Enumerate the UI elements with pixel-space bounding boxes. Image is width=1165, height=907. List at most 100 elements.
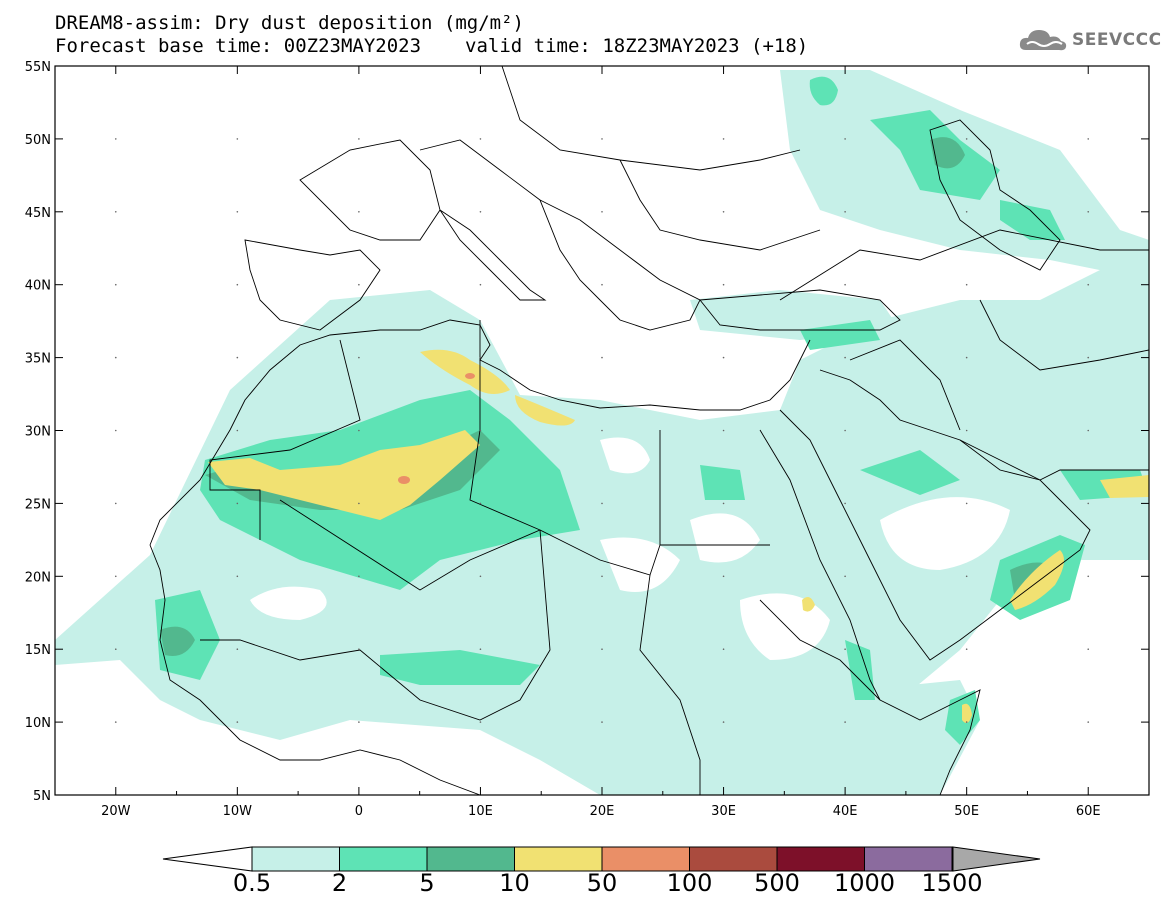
grid-dot [965,356,968,359]
lat-label: 20N [25,570,51,585]
grid-dot [601,429,603,432]
grid-dot [965,211,968,213]
grid-dot [722,575,725,578]
grid-dot [844,575,846,578]
grid-dot [1087,721,1090,723]
lat-label: 35N [25,352,51,367]
lat-label: 5N [33,789,51,804]
latitude-axis: 55N 50N 45N 40N 35N 30N 25N 20N 15N 10N 5N [25,60,1149,804]
grid-dot [236,283,239,286]
grid-dot [722,356,725,359]
colorbar-segment [601,846,690,872]
longitude-axis: 20W 10W 0 10E 20E 30E 40E 50E 60E [54,66,1150,819]
grid-dot [844,502,846,505]
colorbar-label: 2 [331,869,348,897]
lat-label: 55N [25,60,51,75]
grid-dot [1087,211,1090,213]
lon-label: 10W [223,804,253,819]
valid-time: valid time: 18Z23MAY2023 (+18) [465,35,809,57]
grid-dot [114,502,117,505]
lon-label: 0 [355,804,363,819]
grid-dot [114,721,117,723]
lon-label: 20E [590,804,615,819]
colorbar-low-arrow [162,846,253,872]
grid-dot [236,502,239,505]
colorbar-high-arrow [952,846,1041,872]
colorbar-label: 1500 [921,869,983,897]
grid-dot [479,502,482,505]
grid-dot [236,575,239,578]
colorbar-label: 100 [666,869,713,897]
lon-label: 50E [954,804,979,819]
colorbar-segment [864,846,953,872]
grid-dot [236,356,239,359]
grid-dot [601,575,603,578]
colorbar [162,846,1041,872]
grid-dot [965,575,968,578]
colorbar-label: 5 [419,869,435,897]
grid-dot [965,283,968,286]
grid-dot [965,648,968,650]
colorbar-label: 1000 [833,869,896,897]
grid-dot [358,575,360,578]
grid-dot [722,138,725,140]
lat-label: 50N [25,133,51,148]
grid-dot [601,138,603,140]
grid-dot [114,429,117,432]
grid-dot [1087,138,1090,140]
grid-dot [479,648,482,650]
grid-dot [479,138,482,140]
grid-dot [965,721,968,723]
grid-dot [479,356,482,359]
grid-dot [1087,283,1090,286]
grid-dot [601,721,603,723]
colorbar-segment [514,846,603,872]
seevccc-logo: SEEVCCC [1018,26,1162,54]
colorbar-segment [689,846,778,872]
grid-dot [1087,502,1090,505]
lon-label: 60E [1076,804,1101,819]
lon-label: 40E [833,804,858,819]
grid-dot [114,138,117,140]
lon-label: 30E [711,804,736,819]
map-title: DREAM8-assim: Dry dust deposition (mg/m²… [55,12,524,34]
coastlines-borders [149,66,1149,795]
grid-dot [114,648,117,650]
grid-dot [844,721,846,723]
deposition-level-10 [208,349,1149,724]
grid-dot [479,283,482,286]
grid-dot [965,502,968,505]
grid-dot [358,721,360,723]
forecast-times: Forecast base time: 00Z23MAY2023 valid ti… [55,35,808,57]
dust-deposition-field [55,70,1149,795]
colorbar-label: 500 [754,869,800,897]
colorbar-segment [426,846,515,872]
grid-dot [844,429,846,432]
grid-dot [358,429,360,432]
base-time: Forecast base time: 00Z23MAY2023 [55,35,422,57]
grid-dot [844,648,846,650]
grid-dot [601,356,603,359]
grid-dot [358,138,360,140]
grid-dot [722,283,725,286]
grid-dot [236,211,239,213]
lat-label: 15N [25,643,51,658]
lat-label: 30N [25,425,51,440]
grid-dot [479,211,482,213]
lat-label: 45N [25,206,51,221]
colorbar-segment [251,846,340,872]
grid-dot [358,211,360,213]
deposition-level-50 [398,373,475,484]
grid-dot [358,283,360,286]
grid-dot [479,429,482,432]
lat-label: 10N [25,716,51,731]
grid-dot [965,429,968,432]
grid-dot [479,721,482,723]
grid-dot [236,721,239,723]
grid-dot [114,575,117,578]
grid-dot [236,648,239,650]
grid-dot [1087,429,1090,432]
grid-dot [1087,575,1090,578]
grid-dot [1087,356,1090,359]
grid-dot [114,356,117,359]
